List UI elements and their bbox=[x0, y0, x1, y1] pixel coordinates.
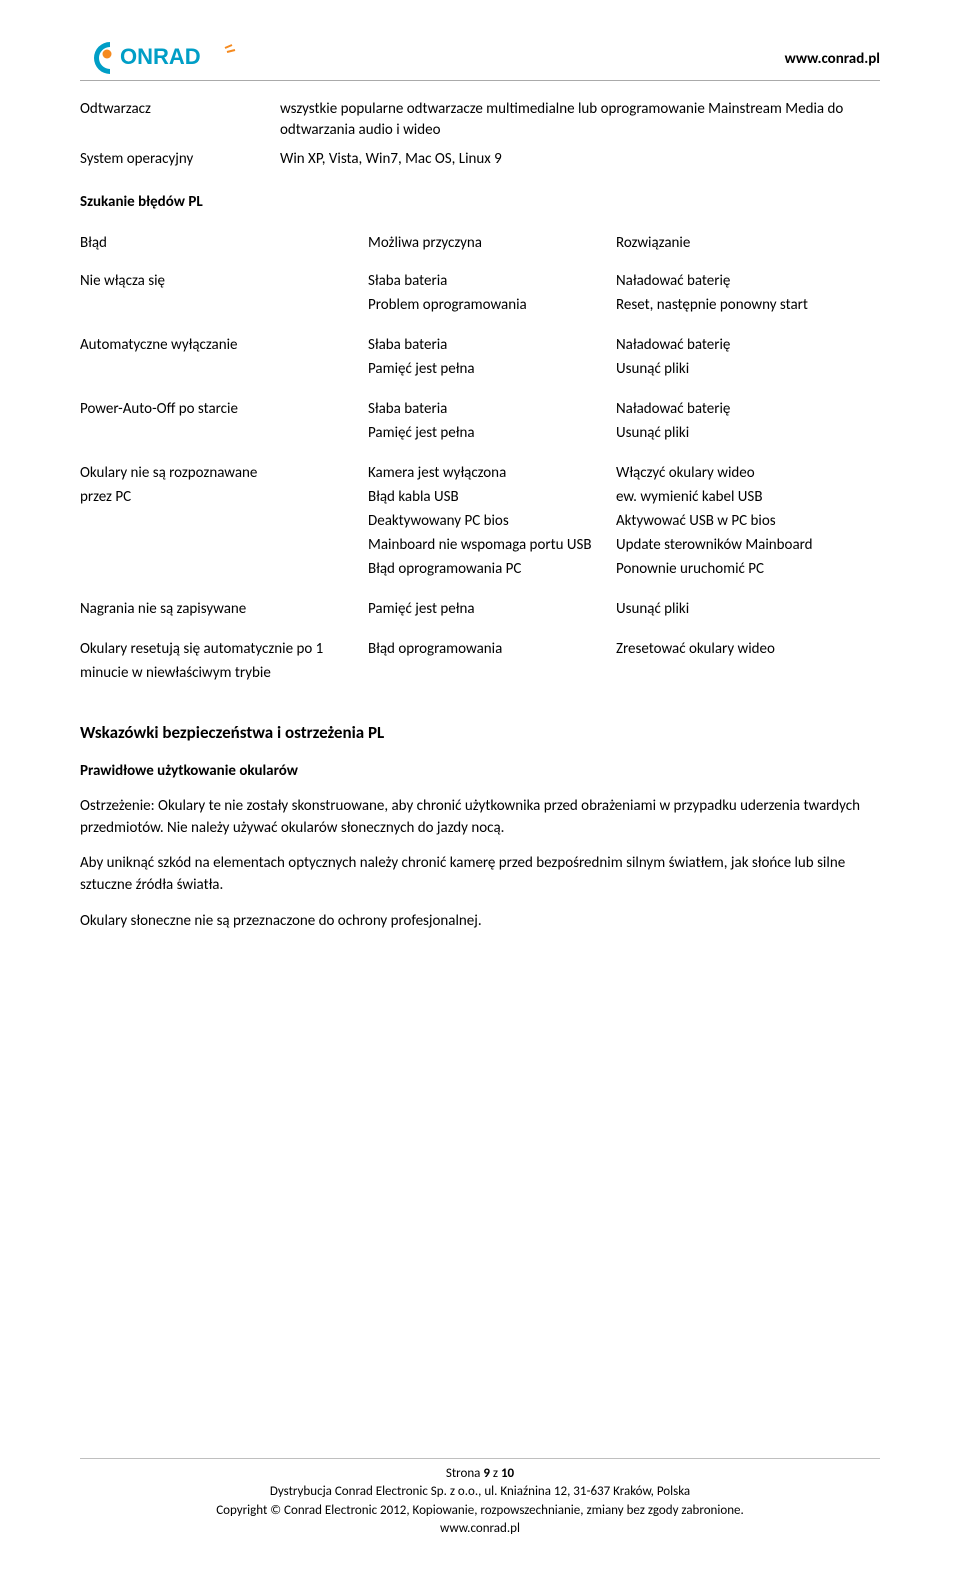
trouble-col-fix: Rozwiązanie bbox=[616, 227, 880, 265]
paragraph: Okulary słoneczne nie są przeznaczone do… bbox=[80, 911, 880, 933]
header: ONRAD www.conrad.pl bbox=[80, 38, 880, 78]
page-number: Strona 9 z 10 bbox=[80, 1465, 880, 1483]
page-num: 9 bbox=[483, 1466, 490, 1481]
trouble-fix: Naładować baterięUsunąć pliki bbox=[616, 393, 880, 457]
paragraph: Aby uniknąć szkód na elementach optyczny… bbox=[80, 853, 880, 897]
def-value: wszystkie popularne odtwarzacze multimed… bbox=[280, 95, 880, 145]
page-label: Strona bbox=[446, 1466, 484, 1481]
svg-text:ONRAD: ONRAD bbox=[120, 44, 201, 69]
footer: Strona 9 z 10 Dystrybucja Conrad Electro… bbox=[80, 1454, 880, 1538]
trouble-cause: Słaba bateriaPamięć jest pełna bbox=[368, 329, 616, 393]
page-of: z bbox=[490, 1466, 501, 1481]
header-divider bbox=[80, 80, 880, 81]
trouble-fix: Usunąć pliki bbox=[616, 593, 880, 633]
footer-line: Copyright © Conrad Electronic 2012, Kopi… bbox=[80, 1502, 880, 1520]
def-label: System operacyjny bbox=[80, 145, 280, 174]
trouble-fix: Naładować baterięUsunąć pliki bbox=[616, 329, 880, 393]
trouble-fix: Zresetować okulary wideo bbox=[616, 633, 880, 697]
trouble-table: Błąd Możliwa przyczyna Rozwiązanie Nie w… bbox=[80, 227, 880, 697]
footer-divider bbox=[80, 1458, 880, 1459]
content: Odtwarzacz wszystkie popularne odtwarzac… bbox=[80, 95, 880, 933]
trouble-fix: Włączyć okulary wideoew. wymienić kabel … bbox=[616, 457, 880, 593]
trouble-error: Nagrania nie są zapisywane bbox=[80, 593, 368, 633]
header-url: www.conrad.pl bbox=[785, 50, 880, 68]
footer-line: Dystrybucja Conrad Electronic Sp. z o.o.… bbox=[80, 1483, 880, 1501]
trouble-error: Okulary resetują się automatycznie po 1 … bbox=[80, 633, 368, 697]
definitions-table: Odtwarzacz wszystkie popularne odtwarzac… bbox=[80, 95, 880, 174]
def-label: Odtwarzacz bbox=[80, 95, 280, 145]
usage-heading: Prawidłowe użytkowanie okularów bbox=[80, 761, 880, 782]
footer-line: www.conrad.pl bbox=[80, 1520, 880, 1538]
trouble-cause: Pamięć jest pełna bbox=[368, 593, 616, 633]
trouble-error: Automatyczne wyłączanie bbox=[80, 329, 368, 393]
trouble-col-error: Błąd bbox=[80, 227, 368, 265]
trouble-cause: Błąd oprogramowania bbox=[368, 633, 616, 697]
trouble-cause: Słaba bateriaPamięć jest pełna bbox=[368, 393, 616, 457]
trouble-heading: Szukanie błędów PL bbox=[80, 192, 880, 213]
trouble-error: Power-Auto-Off po starcie bbox=[80, 393, 368, 457]
conrad-logo: ONRAD bbox=[80, 38, 248, 78]
page-total: 10 bbox=[501, 1466, 514, 1481]
trouble-fix: Naładować baterięReset, następnie ponown… bbox=[616, 265, 880, 329]
safety-heading: Wskazówki bezpieczeństwa i ostrzeżenia P… bbox=[80, 721, 880, 745]
trouble-col-cause: Możliwa przyczyna bbox=[368, 227, 616, 265]
trouble-error: Nie włącza się bbox=[80, 265, 368, 329]
def-value: Win XP, Vista, Win7, Mac OS, Linux 9 bbox=[280, 145, 880, 174]
paragraph: Ostrzeżenie: Okulary te nie zostały skon… bbox=[80, 796, 880, 840]
trouble-cause: Kamera jest wyłączonaBłąd kabla USBDeakt… bbox=[368, 457, 616, 593]
trouble-error: Okulary nie są rozpoznawaneprzez PC bbox=[80, 457, 368, 593]
trouble-cause: Słaba bateriaProblem oprogramowania bbox=[368, 265, 616, 329]
